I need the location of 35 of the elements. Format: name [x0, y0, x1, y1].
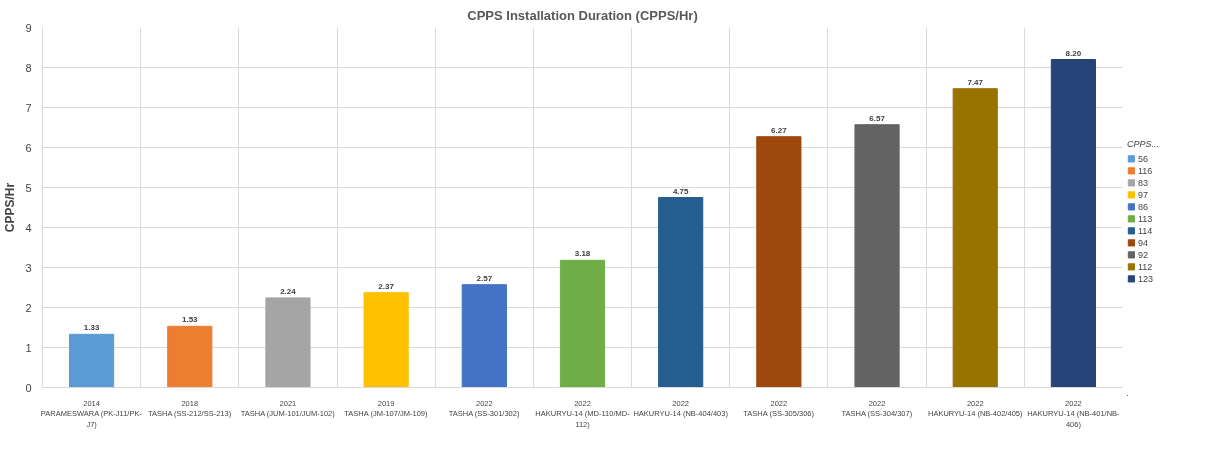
legend-title: CPPS... — [1127, 138, 1160, 149]
legend-label: 114 — [1138, 225, 1154, 236]
legend-label: 123 — [1138, 273, 1155, 284]
data-label: 6.57 — [869, 113, 886, 123]
y-tick-label: 4 — [25, 221, 32, 234]
y-tick-label: 8 — [25, 61, 32, 74]
legend-label: 113 — [1138, 213, 1154, 224]
data-label: 3.18 — [574, 249, 591, 259]
y-tick-label: 0 — [25, 381, 32, 394]
legend-label: 116 — [1138, 165, 1154, 176]
data-label: 2.24 — [280, 286, 297, 296]
data-label: 6.27 — [771, 125, 788, 135]
legend-label: 92 — [1138, 249, 1149, 260]
legend-label: 112 — [1138, 261, 1154, 272]
data-label: 2.37 — [378, 281, 395, 291]
y-axis-title: CPPS/Hr — [3, 182, 18, 233]
y-tick-label: 5 — [25, 181, 32, 194]
data-label: 4.75 — [672, 186, 690, 196]
y-tick-label: 3 — [25, 261, 32, 274]
data-label: 8.20 — [1065, 48, 1082, 58]
data-label: 7.47 — [967, 77, 984, 87]
y-tick-label: 7 — [25, 101, 32, 114]
data-label: 1.33 — [83, 323, 100, 333]
data-label: 1.53 — [181, 315, 199, 325]
chart-title: CPPS Installation Duration (CPPS/Hr) — [467, 7, 698, 23]
legend-label: 86 — [1138, 201, 1149, 212]
y-tick-label: 6 — [25, 141, 32, 154]
legend-label: 94 — [1138, 237, 1149, 248]
y-tick-label: 1 — [25, 341, 32, 354]
data-label: 2.57 — [476, 273, 493, 283]
legend-label: 83 — [1138, 177, 1149, 188]
y-tick-label: 2 — [25, 301, 32, 314]
legend-label: 97 — [1138, 189, 1149, 200]
legend-label: 56 — [1138, 153, 1149, 164]
y-tick-label: 9 — [25, 21, 32, 34]
